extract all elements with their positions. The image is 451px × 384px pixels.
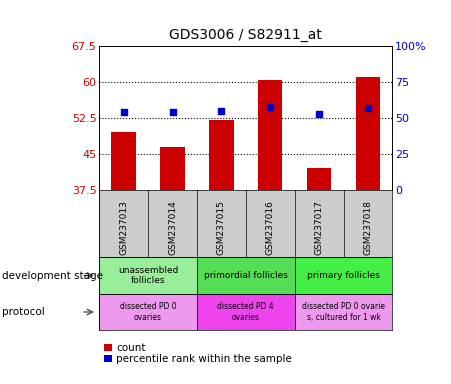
Text: primordial follicles: primordial follicles [204,271,288,280]
Text: GSM237017: GSM237017 [315,200,323,255]
Bar [160,147,185,190]
Bar [197,294,295,330]
Bar [295,257,392,294]
Text: primary follicles: primary follicles [307,271,380,280]
Bar [99,294,197,330]
Bar [111,132,136,190]
Text: GSM237013: GSM237013 [119,200,128,255]
Bar [295,294,392,330]
Text: dissected PD 4
ovaries: dissected PD 4 ovaries [217,302,274,322]
Text: count: count [116,343,146,353]
Text: dissected PD 0 ovarie
s, cultured for 1 wk: dissected PD 0 ovarie s, cultured for 1 … [302,302,385,322]
Text: percentile rank within the sample: percentile rank within the sample [116,354,292,364]
Text: development stage: development stage [2,270,103,281]
Text: GDS3006 / S82911_at: GDS3006 / S82911_at [170,28,322,42]
Bar [307,169,331,190]
Text: GSM237014: GSM237014 [168,200,177,255]
Bar [104,344,112,351]
Bar [209,121,234,190]
Point [315,111,322,117]
Point [267,104,274,110]
Text: dissected PD 0
ovaries: dissected PD 0 ovaries [120,302,176,322]
Text: protocol: protocol [2,307,45,317]
Bar [258,80,282,190]
Bar [197,257,295,294]
Bar [99,257,197,294]
Text: GSM237018: GSM237018 [364,200,373,255]
Text: unassembled
follicles: unassembled follicles [118,266,178,285]
Bar [104,355,112,362]
Bar [356,77,380,190]
Text: GSM237015: GSM237015 [217,200,226,255]
Point [364,105,372,111]
Point [120,109,127,115]
Point [218,108,225,114]
Text: GSM237016: GSM237016 [266,200,275,255]
Point [169,109,176,115]
